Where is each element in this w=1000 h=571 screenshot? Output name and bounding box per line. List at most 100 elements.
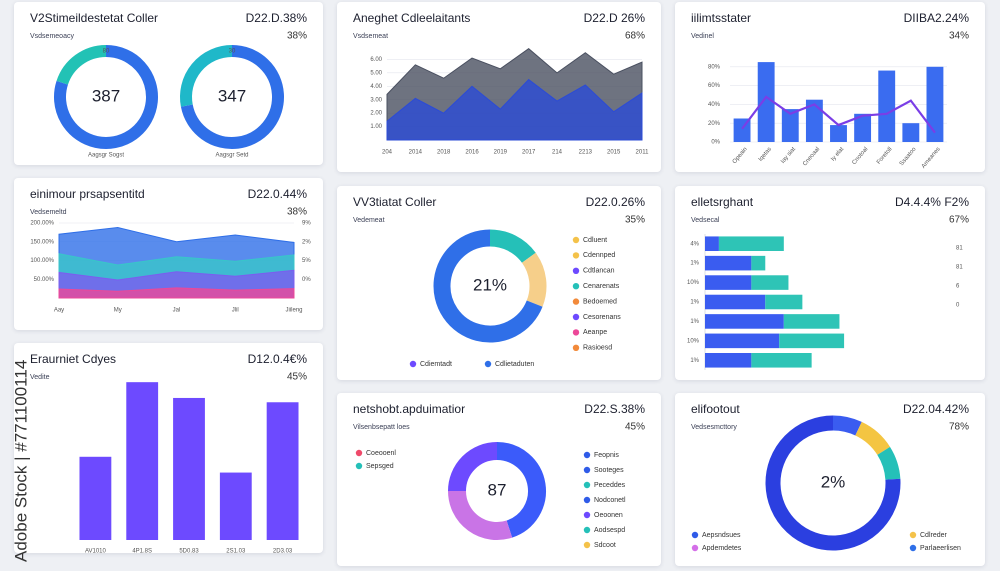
x-tick-label: Jiileng xyxy=(285,308,302,314)
y-tick-label: 1% xyxy=(690,261,699,267)
bar xyxy=(79,456,112,540)
donut-top: 30 xyxy=(229,49,236,55)
donut-slice xyxy=(489,229,536,264)
bar-segment xyxy=(718,236,784,251)
subtitle: Vedite xyxy=(30,374,50,381)
area xyxy=(58,287,295,299)
bar xyxy=(757,62,775,142)
badge: 35% xyxy=(625,215,645,226)
donut-slice xyxy=(448,490,513,540)
donut-slice xyxy=(54,45,158,149)
donut-slice xyxy=(496,442,546,538)
header-value: D22.04.42% xyxy=(903,402,969,416)
card-chart: Eraurniet Cdyes D12.0.4€% Vedite 45% AV1010 4… xyxy=(30,352,307,553)
x-tick-label: Iqetas xyxy=(758,146,773,162)
bar-segment xyxy=(751,353,812,368)
header-value: DIIBA2.24% xyxy=(904,11,970,25)
donut-slice xyxy=(765,415,901,551)
x-tick-label: Cnotoal xyxy=(851,146,869,166)
y-tick-label: 1% xyxy=(690,358,699,364)
legend-swatch xyxy=(572,298,580,305)
x-tick-label: Opeain xyxy=(732,146,749,165)
legend-label: Aodsespd xyxy=(594,527,625,534)
legend-swatch xyxy=(909,544,917,552)
donut-top: 80 xyxy=(103,49,110,55)
legend-label: Cenarenats xyxy=(583,283,620,290)
right-label: 0 xyxy=(956,303,960,309)
card: V2Stimeildestetat Coller D22.D.38% Vsdseme… xyxy=(14,2,323,165)
card: iilimtsstater DIIBA2.24% Vedinel 34% 0% 20% 40… xyxy=(675,2,985,172)
legend-label: Nodconetl xyxy=(594,497,626,504)
legend-label: Cdtlancan xyxy=(583,268,615,275)
donut-slice xyxy=(521,252,547,307)
line xyxy=(741,95,936,134)
bar xyxy=(926,66,944,142)
legend-swatch xyxy=(583,451,591,459)
x-tick-label: 5D0.83 xyxy=(179,549,199,553)
donut-label: Aagsgr Setd xyxy=(215,153,248,159)
y-tick-label: 4.00 xyxy=(370,84,382,90)
bar xyxy=(266,402,299,540)
legend-swatch xyxy=(572,267,580,274)
donut-label: Aagsgr Sogst xyxy=(88,153,124,159)
x-tick-label: 2015 xyxy=(607,150,621,156)
donut-slice xyxy=(855,421,890,456)
bar xyxy=(781,109,799,142)
y-tick-label: 60% xyxy=(708,83,721,89)
bar-segment xyxy=(705,275,752,290)
x-tick-label: 214 xyxy=(552,150,563,156)
y-tick-label: 2.00 xyxy=(370,111,382,117)
card-chart: V2Stimeildestetat Coller D22.D.38% Vsdseme… xyxy=(30,11,307,159)
badge: 68% xyxy=(625,31,645,42)
y-tick-label: 1% xyxy=(690,300,699,306)
card: einimour prsapsentitd D22.0.44% Vedsemeltd… xyxy=(14,178,323,330)
y-tick-label: 3.00 xyxy=(370,97,382,103)
donut-slice xyxy=(180,45,233,107)
card-title: Aneghet Cdleelaitants xyxy=(353,11,470,25)
donut-center: 387 xyxy=(92,86,120,105)
x-tick-label: 2213 xyxy=(579,150,593,156)
card-title: iilimtsstater xyxy=(691,11,751,25)
donut-slice xyxy=(877,446,901,481)
header-value: D4.4.4% F2% xyxy=(895,195,969,209)
y-tick-label: 1.00 xyxy=(370,124,382,130)
card: Eraurniet Cdyes D12.0.4€% Vedite 45% AV1010 4… xyxy=(14,343,323,553)
legend-swatch xyxy=(583,541,591,549)
subtitle: Vsdsemeat xyxy=(353,33,388,40)
legend-swatch xyxy=(484,360,492,368)
donut-slice xyxy=(832,415,862,436)
x-tick-label: 2016 xyxy=(465,150,479,156)
x-tick-label: 2019 xyxy=(494,150,508,156)
bar xyxy=(219,472,252,540)
subtitle: Vsdsemeoacy xyxy=(30,33,74,40)
bar-segment xyxy=(783,314,840,329)
bar xyxy=(878,70,896,142)
y-tick-label: 10% xyxy=(687,338,700,344)
legend-label: Cdlietaduten xyxy=(495,361,534,368)
x-tick-label: 4P1.8S xyxy=(132,549,152,553)
y2-tick-label: 0% xyxy=(302,277,311,283)
badge: 34% xyxy=(949,31,969,42)
x-tick-label: 2014 xyxy=(409,150,423,156)
donut-center: 2% xyxy=(821,472,846,491)
y2-tick-label: 2% xyxy=(302,239,311,245)
legend-label: Oeoonen xyxy=(594,512,623,519)
card: netshobt.apduimatior D22.S.38% Vilsenbsepa… xyxy=(337,393,661,566)
subtitle: Vedsecal xyxy=(691,217,720,224)
x-tick-label: 2011 xyxy=(636,150,650,156)
legend-swatch xyxy=(572,252,580,259)
legend-label: Cdiemtadt xyxy=(420,361,452,368)
badge: 38% xyxy=(287,207,307,218)
legend-label: Sdcoot xyxy=(594,542,616,549)
donut-slice xyxy=(56,45,107,85)
bar xyxy=(173,397,205,540)
legend-swatch xyxy=(909,531,917,539)
badge: 78% xyxy=(949,422,969,433)
subtitle: Vedsesmcttory xyxy=(691,424,737,431)
y-tick-label: 200.00% xyxy=(30,221,54,227)
legend-swatch xyxy=(572,329,580,336)
legend-swatch xyxy=(583,466,591,474)
badge: 67% xyxy=(949,215,969,226)
card: elletsrghant D4.4.4% F2% Vedsecal 67% 4% 1% 10… xyxy=(675,186,985,380)
y-tick-label: 40% xyxy=(708,102,721,108)
